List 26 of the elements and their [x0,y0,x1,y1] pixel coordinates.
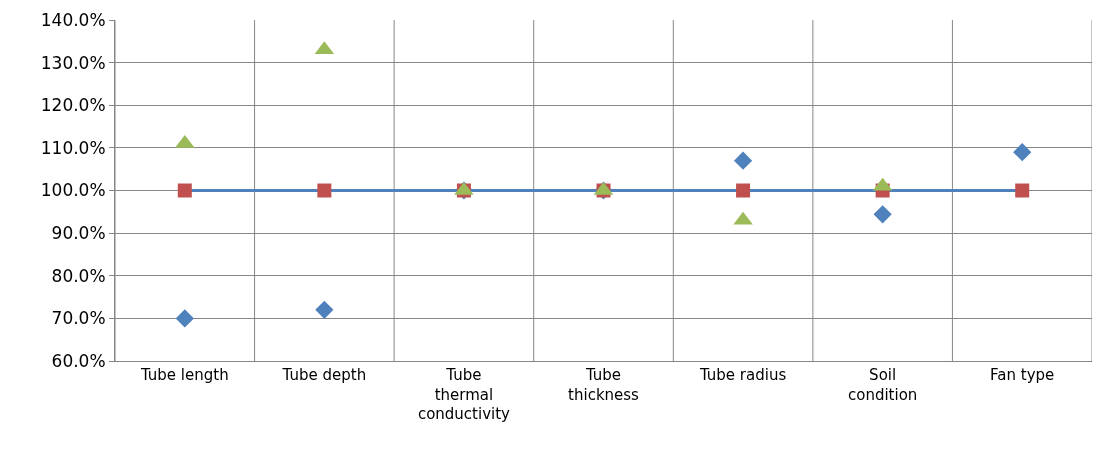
x-tick-label: Tube thickness [568,366,640,404]
point [317,183,332,198]
x-tick-label: Tube length [139,366,229,384]
y-tick-label: 90.0% [51,223,106,244]
point [175,309,194,328]
y-tick-label: 120.0% [40,95,106,116]
y-tick-label: 100.0% [40,180,106,201]
point [733,151,753,170]
y-tick-label: 110.0% [40,137,106,158]
point [873,205,892,224]
x-tick-label: Soil condition [847,366,918,404]
y-tick-label: 60.0% [51,350,106,371]
y-tick-label: 70.0% [51,308,106,329]
x-tick-label: Tube thermal conductivity [417,366,511,423]
point [177,183,192,198]
point [1013,143,1032,162]
point [1015,183,1030,198]
x-tick-label: Tube depth [281,366,367,384]
x-tick-label: Fan type [990,366,1055,384]
point [736,183,751,198]
y-tick-label: 80.0% [51,265,106,286]
y-tick-label: 130.0% [40,52,106,73]
point [733,211,753,225]
point [315,300,334,319]
y-tick-label: 140.0% [40,9,106,30]
x-tick-label: Tube radius [698,366,787,384]
